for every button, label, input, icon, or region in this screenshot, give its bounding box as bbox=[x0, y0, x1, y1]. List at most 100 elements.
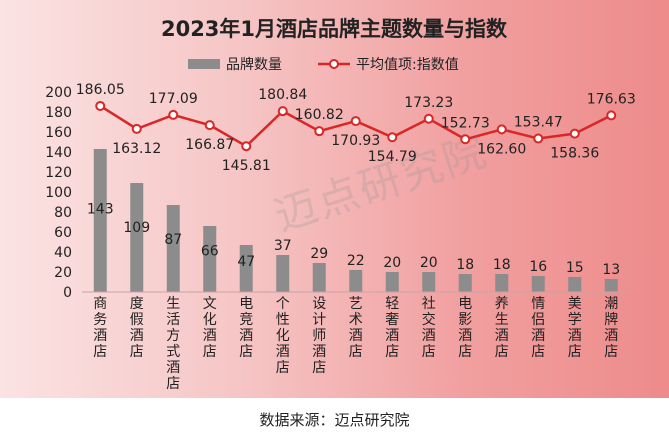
legend-bar-label: 品牌数量 bbox=[226, 56, 282, 73]
bar-value-label: 47 bbox=[237, 254, 255, 270]
line-point bbox=[95, 100, 106, 111]
legend-bar-swatch bbox=[188, 59, 220, 69]
line-value-label: 158.36 bbox=[550, 146, 599, 162]
line-value-label: 145.81 bbox=[222, 158, 271, 174]
line-point bbox=[606, 110, 617, 121]
bar-value-label: 109 bbox=[123, 220, 150, 236]
line-point bbox=[496, 124, 507, 135]
legend: 品牌数量 平均值项:指数值 bbox=[188, 56, 459, 73]
x-tick-label: 社交酒店 bbox=[422, 296, 436, 360]
y-axis: 0 20 40 60 80 100 120 140 160 180 200 bbox=[45, 85, 72, 301]
x-axis: 商务酒店 度假酒店 生活方式酒店 文化酒店 电竞酒店 个性化酒店 设计师酒店 艺术酒店 轻奢酒店… bbox=[82, 291, 630, 392]
bar-value-label: 18 bbox=[456, 257, 474, 273]
bar bbox=[203, 226, 217, 292]
line-point bbox=[241, 141, 252, 152]
y-tick-label: 0 bbox=[63, 285, 72, 301]
index-line bbox=[95, 100, 617, 152]
line-value-label: 153.47 bbox=[514, 115, 563, 131]
bar bbox=[422, 272, 436, 292]
bar bbox=[130, 183, 144, 292]
bar bbox=[495, 274, 509, 292]
line-point bbox=[387, 132, 398, 143]
line-value-label: 162.60 bbox=[477, 141, 526, 157]
bar-value-label: 29 bbox=[310, 246, 328, 262]
line-value-label: 173.23 bbox=[404, 95, 453, 111]
line-point bbox=[533, 133, 544, 144]
y-tick-label: 180 bbox=[45, 105, 72, 121]
chart-title: 2023年1月酒店品牌主题数量与指数 bbox=[161, 17, 508, 41]
x-tick-label: 电影酒店 bbox=[458, 296, 472, 360]
bar bbox=[458, 274, 472, 292]
x-tick-label: 度假酒店 bbox=[130, 296, 144, 360]
bar-value-label: 20 bbox=[420, 255, 438, 271]
x-tick-label: 文化酒店 bbox=[203, 296, 217, 360]
bar-value-label: 16 bbox=[529, 259, 547, 275]
line-value-label: 163.12 bbox=[112, 141, 161, 157]
line-point bbox=[168, 109, 179, 120]
bar-value-label: 66 bbox=[201, 244, 219, 260]
x-tick-label: 轻奢酒店 bbox=[385, 296, 399, 360]
line-value-label: 154.79 bbox=[368, 149, 417, 165]
source-note: 数据来源：迈点研究院 bbox=[259, 410, 410, 429]
y-tick-label: 100 bbox=[45, 185, 72, 201]
y-tick-label: 200 bbox=[45, 85, 72, 101]
bar-value-label: 143 bbox=[87, 201, 114, 217]
line-point bbox=[131, 123, 142, 134]
line-value-label: 177.09 bbox=[149, 91, 198, 107]
bar-value-label: 15 bbox=[566, 260, 584, 276]
line-point bbox=[460, 134, 471, 145]
legend-line-label: 平均值项:指数值 bbox=[356, 57, 459, 73]
bar bbox=[239, 245, 253, 292]
line-value-label: 166.87 bbox=[185, 137, 234, 153]
line-value-label: 160.82 bbox=[295, 107, 344, 123]
line-point bbox=[423, 113, 434, 124]
bar-value-label: 87 bbox=[164, 232, 182, 248]
bar bbox=[349, 270, 363, 292]
y-tick-label: 120 bbox=[45, 165, 72, 181]
x-tick-label: 美学酒店 bbox=[568, 296, 582, 360]
bars bbox=[93, 149, 618, 292]
x-tick-label: 养生酒店 bbox=[495, 296, 509, 360]
y-tick-label: 60 bbox=[54, 225, 72, 241]
line-value-label: 186.05 bbox=[76, 82, 125, 98]
bar-value-label: 22 bbox=[347, 253, 365, 269]
line-point bbox=[569, 128, 580, 139]
bar bbox=[166, 205, 180, 292]
line-point bbox=[277, 106, 288, 117]
line-point bbox=[350, 116, 361, 127]
x-tick-label: 艺术酒店 bbox=[349, 296, 363, 360]
line-value-labels: 186.05 163.12 177.09 166.87 145.81 180.84 160.… bbox=[76, 82, 636, 174]
chart: 2023年1月酒店品牌主题数量与指数 品牌数量 平均值项:指数值 0 20 40 60 8… bbox=[45, 17, 636, 392]
y-tick-label: 40 bbox=[54, 245, 72, 261]
bar bbox=[312, 263, 326, 292]
y-tick-label: 20 bbox=[54, 265, 72, 281]
line-value-label: 170.93 bbox=[331, 133, 380, 149]
y-tick-label: 160 bbox=[45, 125, 72, 141]
y-tick-label: 80 bbox=[54, 205, 72, 221]
line-point bbox=[314, 126, 325, 137]
x-tick-label: 潮牌酒店 bbox=[604, 296, 618, 360]
bar bbox=[276, 255, 290, 292]
bar bbox=[531, 276, 545, 292]
bar-value-label: 20 bbox=[383, 255, 401, 271]
bar-value-label: 37 bbox=[274, 238, 292, 254]
bar-value-labels: 143 109 87 66 47 37 29 22 20 20 18 18 16 15 13 bbox=[87, 201, 620, 278]
legend-line-marker bbox=[329, 59, 339, 69]
bar-value-label: 13 bbox=[602, 262, 620, 278]
x-tick-label: 设计师酒店 bbox=[312, 296, 326, 376]
bar bbox=[604, 279, 618, 292]
x-tick-label: 商务酒店 bbox=[93, 296, 107, 360]
y-tick-label: 140 bbox=[45, 145, 72, 161]
bar bbox=[385, 272, 399, 292]
bar bbox=[568, 277, 582, 292]
bar bbox=[93, 149, 107, 292]
x-tick-label: 电竞酒店 bbox=[239, 296, 253, 360]
x-tick-label: 生活方式酒店 bbox=[166, 296, 180, 392]
line-point bbox=[204, 120, 215, 131]
bar-value-label: 18 bbox=[493, 257, 511, 273]
line-value-label: 176.63 bbox=[587, 91, 636, 107]
line-value-label: 180.84 bbox=[258, 87, 307, 103]
x-tick-label: 情侣酒店 bbox=[531, 296, 545, 360]
line-value-label: 152.73 bbox=[441, 115, 490, 131]
x-tick-label: 个性化酒店 bbox=[276, 296, 290, 376]
